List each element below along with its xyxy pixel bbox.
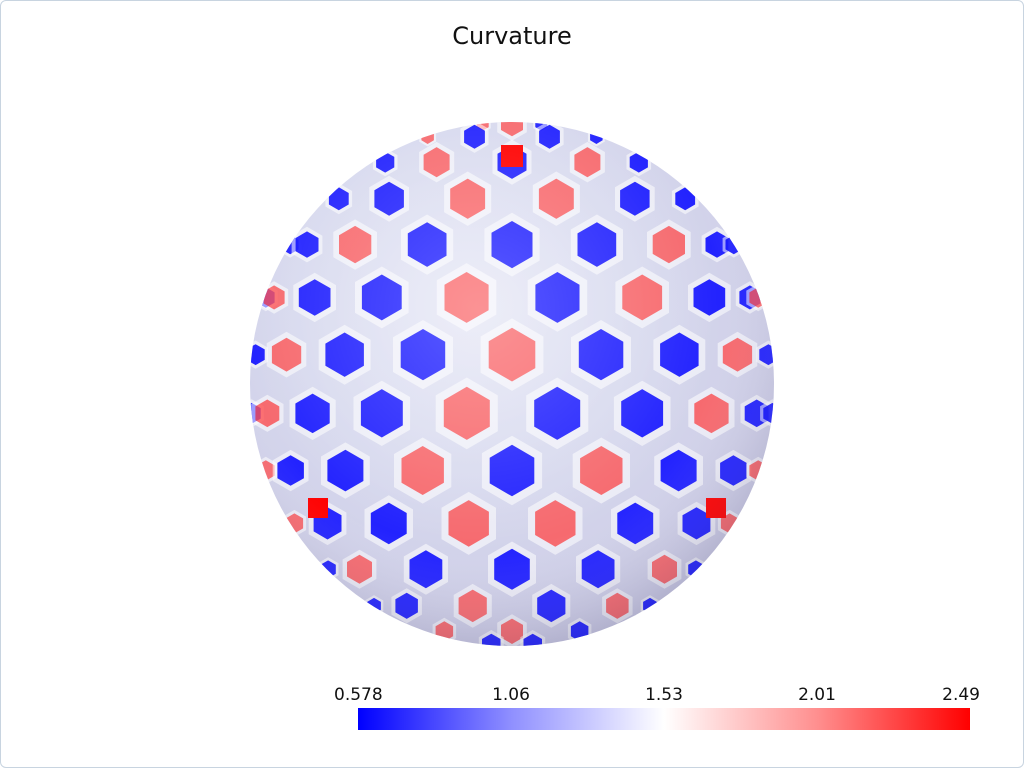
- plot-title: Curvature: [452, 22, 572, 50]
- colorbar-tick: 2.49: [942, 685, 980, 705]
- colorbar: 0.578 1.06 1.53 2.01 2.49: [334, 685, 980, 731]
- colorbar-tick: 1.53: [645, 685, 683, 705]
- colorbar-gradient: [358, 708, 970, 730]
- sphere-shading: [250, 122, 774, 646]
- colorbar-tick: 2.01: [798, 685, 836, 705]
- colorbar-tick: 1.06: [492, 685, 530, 705]
- colorbar-tick: 0.578: [334, 685, 383, 705]
